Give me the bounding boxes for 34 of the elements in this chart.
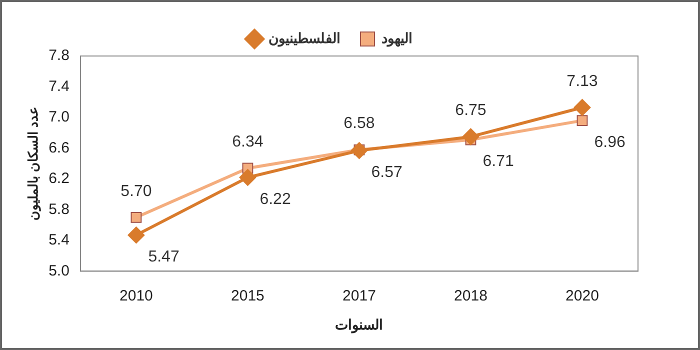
data-label: 6.58 xyxy=(344,115,375,132)
data-label: 6.34 xyxy=(232,134,264,151)
x-tick-label: 2017 xyxy=(342,287,376,304)
point xyxy=(239,168,256,186)
y-tick-label: 7.4 xyxy=(48,78,70,95)
data-label: 5.47 xyxy=(148,248,180,266)
point xyxy=(462,128,480,146)
x-axis-title: السنوات xyxy=(335,316,384,334)
x-tick-label: 2020 xyxy=(566,287,599,304)
data-label: 6.57 xyxy=(371,164,402,181)
point xyxy=(130,212,142,223)
legend-label: اليهود xyxy=(382,30,412,47)
data-label: 6.71 xyxy=(482,153,514,170)
x-tick-label: 2010 xyxy=(120,287,153,304)
point xyxy=(576,115,588,126)
y-tick-label: 5.8 xyxy=(48,200,70,218)
point xyxy=(350,142,368,160)
point xyxy=(574,98,591,116)
x-tick-label: 2015 xyxy=(231,287,264,304)
y-tick-label: 7.8 xyxy=(48,47,70,64)
x-tick-label: 2018 xyxy=(454,287,488,304)
data-label: 6.22 xyxy=(260,190,291,208)
y-tick-label: 6.2 xyxy=(48,170,70,188)
legend-label: الفلسطينيون xyxy=(268,30,340,47)
y-tick-label: 7.0 xyxy=(48,108,70,126)
y-axis-title: عدد السكان بالمليون xyxy=(25,106,42,221)
data-label: 6.75 xyxy=(455,102,486,120)
data-label: 7.13 xyxy=(566,72,598,90)
y-tick-label: 5.4 xyxy=(48,232,70,249)
data-label: 5.70 xyxy=(120,182,152,200)
point xyxy=(128,226,145,244)
y-tick-label: 5.0 xyxy=(48,262,70,280)
y-tick-label: 6.6 xyxy=(48,139,70,156)
data-label: 6.96 xyxy=(594,134,626,151)
